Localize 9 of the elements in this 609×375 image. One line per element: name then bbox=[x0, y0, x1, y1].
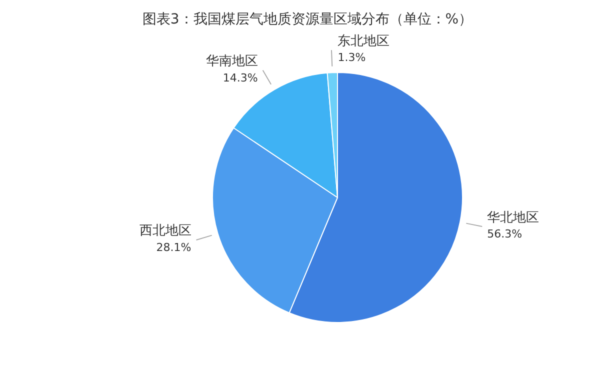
data-label: 1.3% bbox=[338, 51, 366, 64]
slice-label: 西北地区 bbox=[139, 224, 192, 239]
data-label: 14.3% bbox=[222, 71, 258, 84]
chart-title: 图表3：我国煤层气地质资源量区域分布（单位：%） bbox=[142, 12, 473, 28]
slice-label: 华北地区 bbox=[487, 210, 540, 226]
slice-label: 东北地区 bbox=[338, 34, 390, 49]
data-label: 56.3% bbox=[487, 228, 522, 241]
data-label: 28.1% bbox=[156, 240, 192, 254]
slice-label: 华南地区 bbox=[206, 54, 258, 70]
